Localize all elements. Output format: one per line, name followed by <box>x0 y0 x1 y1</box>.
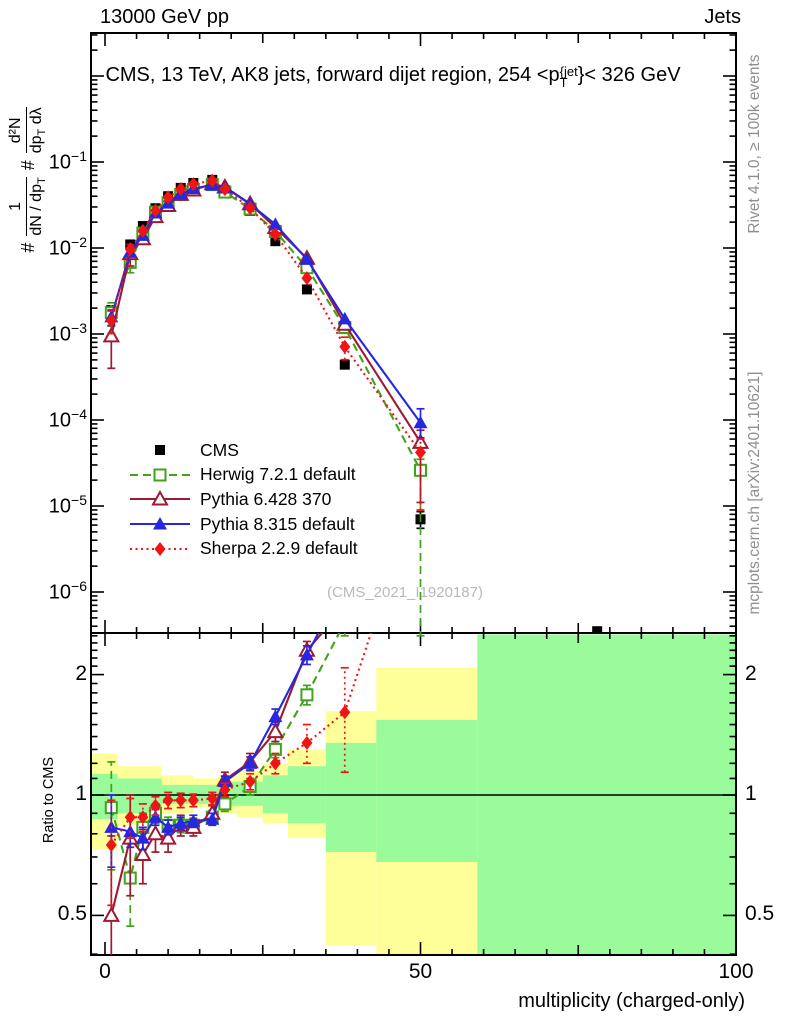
plot-title-sup: {jet <box>559 63 578 79</box>
y-tick-label-1e-4: 10−4 <box>48 406 87 432</box>
ratio-tick-left-0.5: 0.5 <box>57 902 87 926</box>
band-green <box>376 719 478 862</box>
rivet-version-note: Rivet 4.1.0, ≥ 100k events <box>746 54 763 234</box>
legend-label: Pythia 8.315 default <box>200 513 355 534</box>
plot-title: CMS, 13 TeV, AK8 jets, forward dijet reg… <box>0 63 786 90</box>
legend-item-pythia: Pythia 8.315 default <box>128 512 358 537</box>
axis-ticks <box>91 33 737 955</box>
ratio-tick-right-1: 1 <box>745 782 757 805</box>
legend: CMS Herwig 7.2.1 default Pythia 6.428 370 P… <box>128 438 358 561</box>
y-tick-label-1e-5: 10−5 <box>48 492 87 518</box>
legend-item-herwig: Herwig 7.2.1 default <box>128 463 358 488</box>
legend-item-sherpa: Sherpa 2.2.9 default <box>128 536 358 561</box>
series-main-cms <box>106 174 603 633</box>
mcplots-arxiv-note: mcplots.cern.ch [arXiv:2401.10621] <box>746 371 763 615</box>
legend-item-pythia: Pythia 6.428 370 <box>128 487 358 512</box>
x-tick-label-100: 100 <box>718 960 754 983</box>
y-tick-label-1e-3: 10−3 <box>48 320 87 346</box>
legend-label: CMS <box>200 439 239 460</box>
series-ratio-sherpa <box>105 633 373 907</box>
analysis-group-title: Jets <box>704 6 741 28</box>
series-main-sherpa <box>105 173 426 511</box>
series-main-pythia <box>104 178 428 439</box>
plot-title-sub: T <box>559 75 568 90</box>
legend-swatch <box>130 490 190 506</box>
ratio-tick-right-0.5: 0.5 <box>745 902 775 926</box>
legend-swatch <box>130 541 190 556</box>
beam-energy-title: 13000 GeV pp <box>100 6 229 28</box>
legend-swatch <box>130 468 190 482</box>
series-ratio-pythia <box>104 633 320 869</box>
x-axis-label: multiplicity (charged-only) <box>518 990 745 1012</box>
legend-swatch <box>130 517 190 530</box>
ylabel-frac-1: 1 dN / dpT <box>7 177 49 236</box>
ylabel-frac-2: d²N dpT dλ <box>7 107 49 154</box>
legend-item-cms: CMS <box>128 438 358 463</box>
series-main-herwig <box>104 178 427 633</box>
main-y-axis-label: # 1 dN / dpT # d²N dpT dλ <box>0 10 56 350</box>
y-tick-label-1e-6: 10−6 <box>48 578 87 604</box>
ratio-panel-frame <box>90 632 737 956</box>
watermark-analysis-id: (CMS_2021_I1920187) <box>327 584 483 601</box>
band-green <box>325 742 377 853</box>
ratio-tick-left-1: 1 <box>75 782 87 805</box>
y-tick-label-1e-1: 10−1 <box>48 148 87 174</box>
plot-title-suffix: }< 326 GeV <box>577 64 681 86</box>
legend-swatch <box>155 445 165 456</box>
legend-label: Herwig 7.2.1 default <box>200 464 356 485</box>
x-tick-label-0: 0 <box>99 960 111 983</box>
ratio-tick-left-2: 2 <box>75 661 87 685</box>
x-tick-label-50: 50 <box>408 960 433 983</box>
legend-label: Sherpa 2.2.9 default <box>200 538 358 559</box>
pt-jet-supsub: {jet T <box>559 63 578 90</box>
y-tick-label-1e-2: 10−2 <box>48 234 87 260</box>
legend-label: Pythia 6.428 370 <box>200 488 332 509</box>
ratio-tick-right-2: 2 <box>745 661 757 685</box>
plot-title-prefix: CMS, 13 TeV, AK8 jets, forward dijet reg… <box>105 64 560 86</box>
